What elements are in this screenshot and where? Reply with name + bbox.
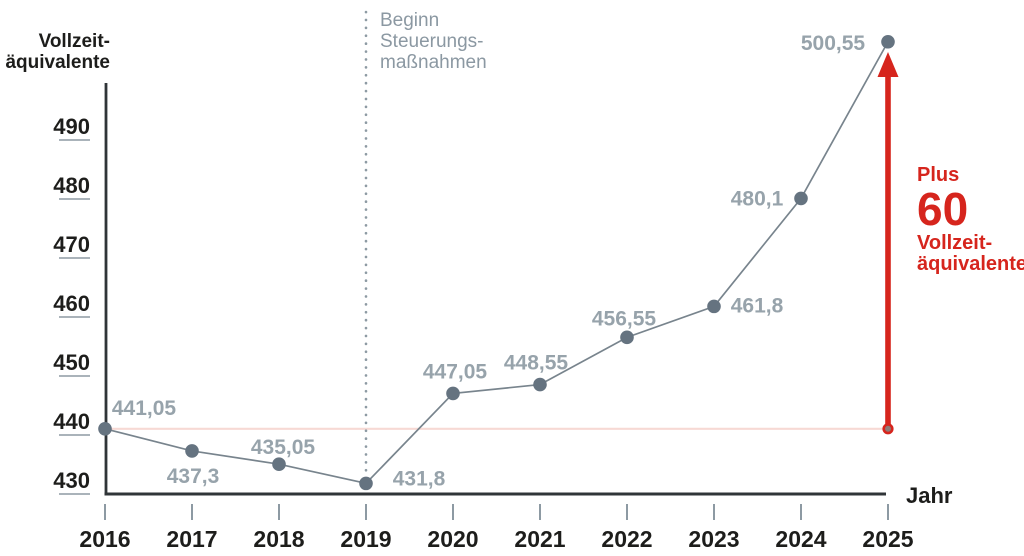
data-point-label: 435,05	[251, 436, 316, 459]
x-tick-label: 2022	[601, 526, 652, 552]
data-point	[272, 457, 286, 472]
data-point	[359, 476, 373, 491]
data-point	[707, 299, 721, 314]
delta-arrow-base-ring	[882, 423, 894, 435]
data-point	[881, 34, 895, 49]
data-point	[446, 386, 460, 401]
highlight-unit-line1: Vollzeit-	[917, 232, 993, 254]
data-point-label: 441,05	[112, 397, 177, 420]
highlight-unit-line2: äquivalente	[917, 253, 1024, 275]
x-tick-label: 2025	[862, 526, 913, 552]
y-tick-label: 460	[53, 291, 90, 316]
y-tick-label: 470	[53, 232, 90, 257]
data-point-label: 480,1	[731, 187, 784, 210]
x-tick-label: 2017	[166, 526, 217, 552]
highlight-value: 60	[917, 183, 969, 235]
y-tick-label: 450	[53, 350, 90, 375]
highlight-prefix: Plus	[917, 164, 960, 186]
x-tick-label: 2020	[427, 526, 478, 552]
data-point	[185, 444, 199, 458]
data-point	[98, 422, 112, 436]
delta-arrow-head	[877, 52, 899, 78]
data-point	[794, 191, 808, 206]
x-axis-unit-label: Jahr	[906, 483, 953, 508]
annotation-line2: Steuerungs-	[380, 31, 484, 52]
annotation-line1: Beginn	[380, 10, 440, 31]
annotation-control-measures: Beginn Steuerungs- maßnahmen	[380, 10, 487, 73]
x-tick-label: 2024	[775, 526, 826, 552]
data-point	[620, 330, 634, 345]
data-point-label: 447,05	[423, 360, 488, 383]
x-tick-label: 2019	[340, 526, 391, 552]
data-point	[533, 377, 547, 392]
data-point-label: 461,8	[731, 294, 784, 317]
y-axis-title-line2: äquivalente	[5, 52, 110, 73]
data-point-label: 500,55	[801, 32, 866, 55]
data-point-label: 431,8	[393, 467, 446, 490]
x-tick-label: 2021	[514, 526, 565, 552]
y-tick-label: 440	[53, 409, 90, 434]
x-tick-label: 2023	[688, 526, 739, 552]
data-point-label: 448,55	[504, 352, 569, 375]
y-tick-label: 430	[53, 468, 90, 493]
y-tick-label: 480	[53, 173, 90, 198]
highlight-plus-60: Plus 60 Vollzeit- äquivalente	[917, 164, 1024, 275]
y-axis-title-line1: Vollzeit-	[38, 31, 110, 52]
data-point-label: 437,3	[167, 465, 220, 488]
y-tick-label: 490	[53, 114, 90, 139]
x-tick-label: 2018	[253, 526, 304, 552]
y-axis-title: Vollzeit- äquivalente	[0, 31, 110, 73]
data-point-label: 456,55	[592, 307, 657, 330]
annotation-line3: maßnahmen	[380, 52, 487, 73]
trend-line	[104, 41, 889, 485]
x-tick-label: 2016	[79, 526, 130, 552]
